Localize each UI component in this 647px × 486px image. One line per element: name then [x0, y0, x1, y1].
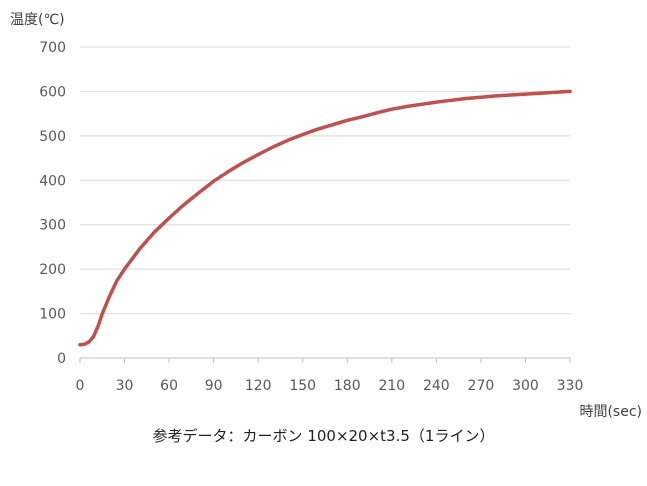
y-tick-label: 600	[39, 84, 66, 100]
y-axis-title: 温度(℃)	[10, 12, 65, 28]
y-tick-label: 0	[57, 351, 66, 367]
y-tick-label: 200	[39, 262, 66, 278]
x-tick-label: 30	[116, 378, 134, 394]
y-tick-label: 100	[39, 307, 66, 323]
x-tick-label: 240	[423, 378, 450, 394]
series-group	[78, 89, 572, 347]
y-tick-label: 700	[39, 40, 66, 56]
x-tick-label: 330	[557, 378, 584, 394]
x-axis-ticks: 0 30 60 90 120 150 180 210 240 270 300 330	[76, 358, 584, 394]
x-tick-label: 300	[512, 378, 539, 394]
x-tick-label: 210	[378, 378, 405, 394]
y-tick-label: 500	[39, 129, 66, 145]
x-tick-label: 150	[289, 378, 316, 394]
y-tick-label: 300	[39, 218, 66, 234]
gridlines	[80, 46, 570, 359]
x-tick-label: 120	[245, 378, 272, 394]
x-axis-title: 時間(sec)	[579, 404, 642, 420]
y-tick-label: 400	[39, 173, 66, 189]
x-tick-label: 180	[334, 378, 361, 394]
chart-caption: 参考データ：カーボン 100×20×t3.5（1ライン）	[152, 427, 495, 445]
x-tick-label: 0	[76, 378, 85, 394]
temperature-series-line	[78, 89, 572, 347]
y-axis-ticks: 0 100 200 300 400 500 600 700	[39, 40, 66, 367]
x-tick-label: 60	[160, 378, 178, 394]
x-tick-label: 270	[468, 378, 495, 394]
x-tick-label: 90	[205, 378, 223, 394]
